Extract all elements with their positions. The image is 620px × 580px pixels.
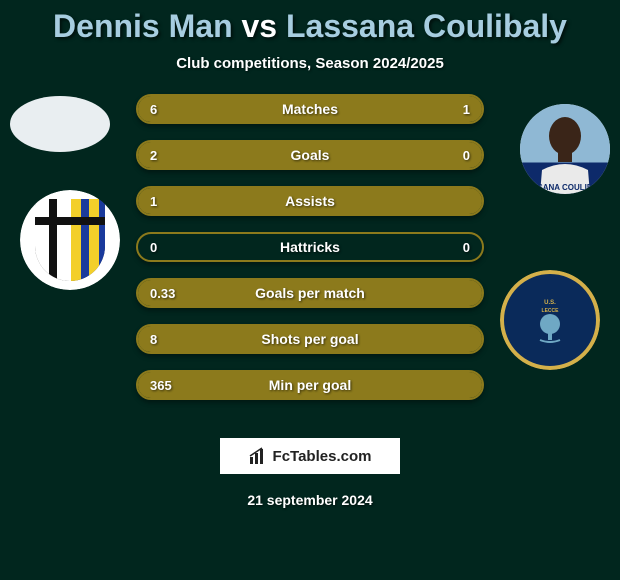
stat-value-left: 8 bbox=[150, 332, 157, 347]
site-name: FcTables.com bbox=[273, 448, 372, 465]
stat-value-right: 0 bbox=[463, 148, 470, 163]
lecce-badge: U.S. LECCE bbox=[500, 270, 600, 370]
content-area: SANA COULIB U.S. LECCE 61Matches20Goals1… bbox=[0, 90, 620, 430]
stat-row: 61Matches bbox=[136, 94, 484, 124]
stat-row: 0.33Goals per match bbox=[136, 278, 484, 308]
svg-text:LECCE: LECCE bbox=[542, 308, 560, 314]
site-badge[interactable]: FcTables.com bbox=[220, 438, 400, 474]
svg-text:U.S.: U.S. bbox=[544, 300, 556, 306]
stats-list: 61Matches20Goals1Assists00Hattricks0.33G… bbox=[136, 94, 484, 416]
stat-fill-left bbox=[138, 96, 393, 122]
stat-row: 1Assists bbox=[136, 186, 484, 216]
stat-row: 0 0Hattricks bbox=[136, 232, 484, 262]
vs-text: vs bbox=[242, 8, 278, 44]
stat-row: 365Min per goal bbox=[136, 370, 484, 400]
player1-photo bbox=[10, 96, 110, 152]
stat-value-right: 0 bbox=[463, 240, 470, 255]
stat-value-left: 1 bbox=[150, 194, 157, 209]
stat-fill-left bbox=[138, 372, 482, 398]
subtitle: Club competitions, Season 2024/2025 bbox=[0, 55, 620, 72]
stat-row: 8Shots per goal bbox=[136, 324, 484, 354]
stat-value-left: 6 bbox=[150, 102, 157, 117]
player2-caption: SANA COULIB bbox=[537, 183, 592, 192]
parma-badge bbox=[20, 190, 120, 290]
stat-value-left: 2 bbox=[150, 148, 157, 163]
player1-club-badge bbox=[20, 190, 120, 290]
stat-value-left: 0 bbox=[150, 240, 157, 255]
stat-fill-left bbox=[138, 188, 482, 214]
player2-photo-svg: SANA COULIB bbox=[520, 104, 610, 194]
right-column: SANA COULIB U.S. LECCE bbox=[500, 90, 620, 430]
player2-photo: SANA COULIB bbox=[520, 104, 610, 194]
stat-value-right: 1 bbox=[463, 102, 470, 117]
player1-name: Dennis Man bbox=[53, 8, 233, 44]
stat-value-left: 0.33 bbox=[150, 286, 175, 301]
stat-label: Hattricks bbox=[138, 239, 482, 255]
comparison-title: Dennis Man vs Lassana Coulibaly bbox=[0, 0, 620, 45]
stat-fill-left bbox=[138, 280, 482, 306]
stat-fill-left bbox=[138, 142, 482, 168]
chart-icon bbox=[249, 447, 267, 465]
player2-club-badge: U.S. LECCE bbox=[500, 270, 600, 370]
left-column bbox=[0, 90, 120, 430]
stat-value-left: 365 bbox=[150, 378, 172, 393]
stat-row: 20Goals bbox=[136, 140, 484, 170]
stat-fill-left bbox=[138, 326, 482, 352]
date-text: 21 september 2024 bbox=[0, 492, 620, 508]
lecce-tree-icon: U.S. LECCE bbox=[524, 294, 576, 346]
player2-name: Lassana Coulibaly bbox=[286, 8, 567, 44]
